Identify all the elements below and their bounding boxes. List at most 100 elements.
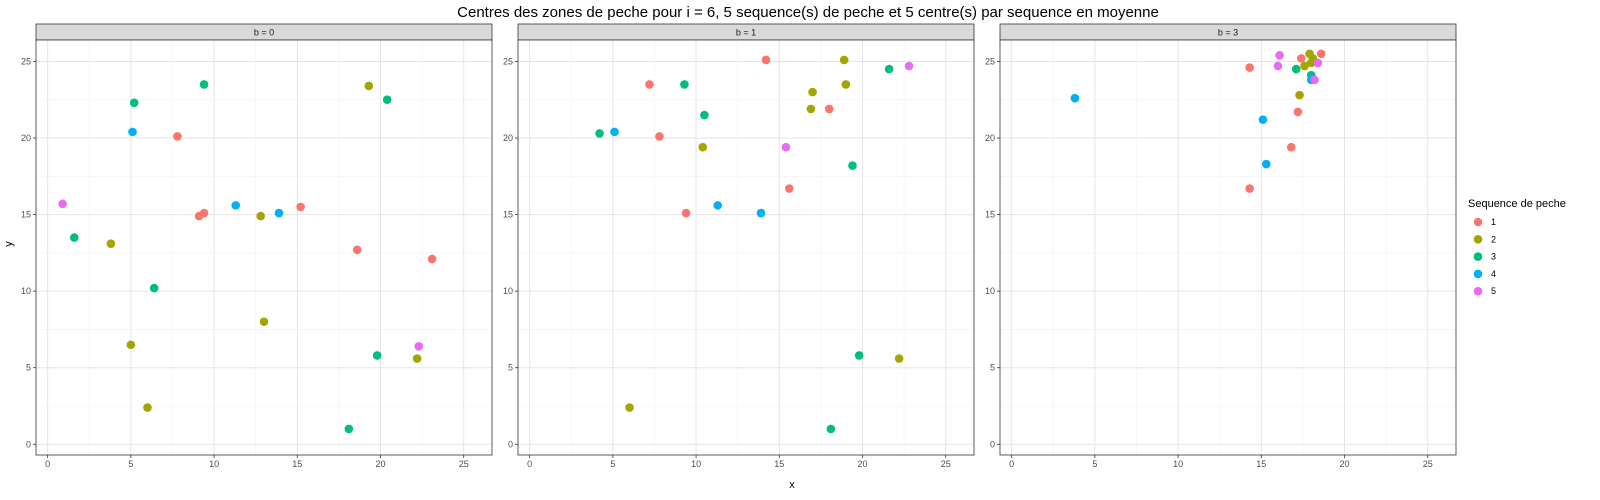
x-tick-label: 5 <box>128 459 133 469</box>
data-point-seq-2 <box>126 340 136 350</box>
legend-title: Sequence de peche <box>1468 198 1566 210</box>
y-tick-label: 15 <box>985 210 995 220</box>
legend-key-5 <box>1473 286 1483 296</box>
data-point-seq-4 <box>128 127 137 137</box>
data-point-seq-3 <box>129 98 139 108</box>
data-point-seq-2 <box>894 354 904 363</box>
x-tick-label: 20 <box>375 459 385 469</box>
data-point-seq-2 <box>625 403 634 412</box>
y-tick-label: 25 <box>21 56 31 66</box>
data-point-seq-1 <box>784 184 794 193</box>
y-tick-label: 10 <box>985 286 995 296</box>
data-point-seq-1 <box>1296 54 1306 63</box>
x-tick-label: 20 <box>1339 459 1349 469</box>
y-tick-label: 0 <box>508 439 513 449</box>
data-point-seq-4 <box>274 208 284 218</box>
data-point-seq-3 <box>848 161 857 170</box>
y-axis-title: y <box>3 241 15 247</box>
y-tick-label: 10 <box>21 286 31 296</box>
x-tick-label: 15 <box>292 459 302 469</box>
legend-label-4: 4 <box>1491 269 1496 279</box>
data-point-seq-2 <box>808 87 817 97</box>
data-point-seq-3 <box>700 110 709 120</box>
data-point-seq-4 <box>1258 115 1268 124</box>
facet-strip-label: b = 3 <box>1218 28 1238 38</box>
y-tick-label: 0 <box>26 439 31 449</box>
data-point-seq-3 <box>595 129 604 138</box>
x-tick-label: 0 <box>527 459 532 469</box>
data-point-seq-1 <box>1316 49 1326 59</box>
data-point-seq-4 <box>610 127 619 137</box>
legend-key-2 <box>1473 235 1483 244</box>
data-point-seq-1 <box>1286 142 1296 152</box>
data-point-seq-2 <box>841 80 851 89</box>
data-point-seq-2 <box>143 403 152 412</box>
y-tick-label: 25 <box>985 56 995 66</box>
data-point-seq-1 <box>1293 107 1303 117</box>
data-point-seq-3 <box>1291 64 1301 74</box>
data-point-seq-4 <box>1261 159 1271 169</box>
y-tick-label: 25 <box>503 56 513 66</box>
panel-background <box>518 40 974 455</box>
panel-background <box>36 40 492 455</box>
x-tick-label: 25 <box>459 459 469 469</box>
x-tick-label: 0 <box>45 459 50 469</box>
data-point-seq-4 <box>231 201 241 210</box>
y-tick-label: 15 <box>21 210 31 220</box>
data-point-seq-4 <box>1070 93 1080 103</box>
data-point-seq-4 <box>756 208 766 218</box>
data-point-seq-5 <box>781 142 791 152</box>
y-tick-label: 10 <box>503 286 513 296</box>
data-point-seq-2 <box>364 81 374 91</box>
x-axis-title: x <box>789 479 795 491</box>
facet-strip-label: b = 1 <box>736 28 756 38</box>
panel-border <box>999 39 1457 456</box>
y-tick-label: 5 <box>26 363 31 373</box>
data-point-seq-1 <box>761 55 771 65</box>
y-tick-label: 5 <box>990 363 995 373</box>
data-point-seq-2 <box>1295 90 1304 100</box>
data-point-seq-1 <box>199 208 209 218</box>
y-tick-label: 0 <box>990 439 995 449</box>
data-point-seq-2 <box>256 211 265 221</box>
legend: Sequence de peche 1 2 3 4 5 <box>1468 198 1566 296</box>
x-tick-label: 5 <box>610 459 615 469</box>
data-point-seq-4 <box>713 201 723 210</box>
x-tick-label: 15 <box>774 459 784 469</box>
legend-key-1 <box>1473 217 1483 227</box>
data-point-seq-1 <box>655 132 664 141</box>
x-tick-label: 25 <box>941 459 951 469</box>
data-point-seq-3 <box>372 351 382 360</box>
data-point-seq-5 <box>1273 61 1283 71</box>
y-tick-label: 5 <box>508 363 513 373</box>
data-point-seq-1 <box>681 208 691 218</box>
y-tick-label: 20 <box>985 133 995 143</box>
data-point-seq-3 <box>382 95 392 105</box>
data-point-seq-1 <box>173 132 182 141</box>
data-point-seq-3 <box>69 233 79 242</box>
panel-border <box>35 39 493 456</box>
data-point-seq-3 <box>344 424 354 434</box>
legend-label-1: 1 <box>1491 217 1496 227</box>
facet-panel-3: b = 3 0 5 10 15 20 25 0 5 10 15 20 25 <box>985 23 1457 469</box>
data-point-seq-2 <box>1300 61 1309 71</box>
data-point-seq-5 <box>58 199 67 209</box>
x-tick-label: 20 <box>857 459 867 469</box>
data-point-seq-5 <box>1313 58 1323 68</box>
data-point-seq-1 <box>824 104 834 114</box>
data-point-seq-2 <box>412 354 422 363</box>
data-point-seq-2 <box>259 317 269 327</box>
legend-label-3: 3 <box>1491 252 1496 262</box>
facet-panel-1: b = 0 0 5 10 15 20 25 0 5 10 15 20 25 <box>21 23 493 469</box>
data-point-seq-5 <box>414 341 424 351</box>
data-point-seq-3 <box>680 80 689 89</box>
data-point-seq-1 <box>645 80 654 89</box>
facet-panel-2: b = 1 0 5 10 15 20 25 0 5 10 15 20 25 <box>503 23 975 469</box>
panel-border <box>517 39 975 456</box>
data-point-seq-1 <box>1245 63 1254 72</box>
x-tick-label: 10 <box>1173 459 1183 469</box>
legend-key-4 <box>1473 269 1483 279</box>
legend-label-5: 5 <box>1491 286 1496 296</box>
legend-label-2: 2 <box>1491 234 1496 244</box>
